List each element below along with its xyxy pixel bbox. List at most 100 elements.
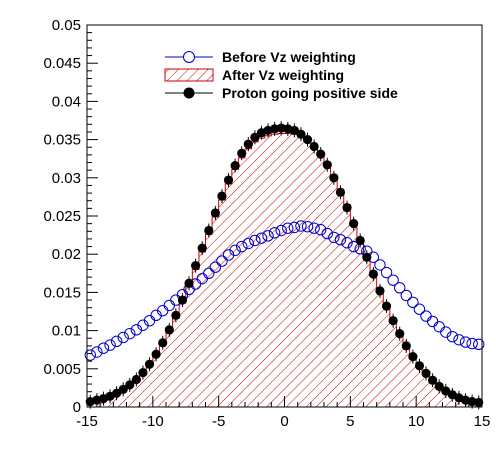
proton-point — [309, 141, 319, 152]
before-weighting-point — [407, 296, 419, 309]
proton-point — [184, 278, 194, 288]
proton-point — [223, 175, 234, 185]
x-tick-label: 5 — [346, 413, 354, 430]
legend-entry-proton: Proton going positive side — [165, 85, 398, 101]
proton-point — [302, 135, 313, 145]
axes: 0 0.005 0.01 0.015 0.02 0.025 0.03 0.035 0.04 0.0… — [43, 17, 490, 430]
proton-point — [237, 148, 247, 158]
before-weighting-point — [275, 224, 287, 237]
before-weighting-point — [104, 339, 116, 351]
y-tick-label: 0.045 — [43, 55, 81, 72]
legend-entry-after: After Vz weighting — [164, 67, 344, 83]
x-tick-label: -15 — [76, 413, 98, 430]
proton-point — [381, 301, 392, 311]
proton-point — [349, 219, 359, 229]
before-weighting-point — [229, 244, 241, 257]
proton-point — [428, 375, 438, 385]
proton-point — [197, 243, 207, 253]
x-tick-label: -10 — [142, 413, 164, 430]
proton-point — [217, 191, 227, 201]
before-weighting-point — [394, 282, 406, 294]
legend-before-marker — [183, 51, 195, 63]
before-weighting-point — [374, 259, 386, 271]
proton-point — [355, 235, 365, 246]
y-tick-label: 0.035 — [43, 132, 81, 149]
before-weighting-point — [295, 220, 307, 232]
proton-point — [210, 208, 220, 218]
legend-label-after: After Vz weighting — [222, 67, 344, 83]
before-weighting-point — [453, 334, 465, 346]
proton-point — [250, 132, 260, 142]
before-weighting-point — [341, 237, 353, 249]
y-tick-label: 0.025 — [43, 208, 81, 225]
x-tick-label: -5 — [212, 413, 225, 430]
before-weighting-point — [413, 303, 426, 315]
before-weighting-point — [334, 233, 347, 246]
before-weighting-point — [110, 335, 123, 347]
legend-label-proton: Proton going positive side — [222, 85, 398, 101]
y-tick-label: 0.05 — [52, 17, 81, 34]
before-weighting-point — [380, 266, 393, 279]
before-weighting-point — [328, 231, 340, 244]
before-weighting-point — [124, 327, 136, 340]
legend: Before Vz weighting After Vz weighting P… — [164, 49, 398, 101]
before-weighting-point — [473, 338, 485, 351]
proton-point — [434, 381, 444, 391]
before-weighting-point — [301, 220, 314, 233]
y-tick-label: 0.015 — [43, 284, 81, 301]
before-weighting-point — [97, 342, 110, 354]
proton-point — [368, 269, 378, 279]
proton-point — [177, 295, 188, 305]
before-weighting-point — [84, 349, 96, 361]
x-tick-label: 10 — [408, 413, 425, 430]
before-weighting-point — [255, 232, 268, 244]
x-tick-label: 15 — [474, 413, 491, 430]
x-tick-label: 0 — [280, 413, 288, 430]
before-weighting-point — [466, 337, 478, 350]
proton-point — [362, 252, 372, 262]
proton-point — [125, 380, 135, 390]
y-tick-label: 0 — [73, 399, 81, 416]
proton-point — [230, 160, 240, 171]
before-weighting-point — [242, 237, 254, 250]
before-weighting-point — [262, 230, 274, 242]
proton-point — [151, 349, 161, 359]
y-tick-label: 0.03 — [52, 170, 81, 187]
proton-point — [164, 325, 174, 335]
y-tick-label: 0.02 — [52, 246, 81, 263]
proton-point — [329, 173, 339, 183]
proton-point — [408, 351, 418, 362]
before-weighting-point — [315, 224, 327, 236]
before-weighting-point — [236, 240, 248, 253]
before-weighting-point — [249, 234, 261, 247]
proton-point — [158, 338, 168, 348]
proton-point — [421, 368, 431, 378]
before-weighting-point — [387, 274, 399, 286]
proton-point — [191, 261, 201, 271]
before-weighting-point — [282, 222, 294, 234]
proton-point — [342, 202, 352, 213]
proton-point — [243, 139, 253, 149]
legend-after-swatch — [164, 68, 214, 82]
proton-point — [204, 225, 214, 236]
proton-point — [144, 359, 155, 369]
before-weighting-point — [268, 227, 281, 239]
before-weighting-point — [203, 267, 215, 279]
proton-point — [171, 310, 181, 320]
proton-point — [395, 329, 405, 339]
proton-point — [118, 384, 128, 395]
proton-point — [388, 316, 398, 326]
before-weighting-point — [288, 221, 301, 234]
before-weighting-point — [400, 289, 412, 302]
before-weighting-point — [91, 346, 103, 358]
proton-point — [474, 397, 484, 408]
proton-point — [414, 361, 425, 371]
y-tick-label: 0.01 — [52, 323, 81, 340]
proton-point — [138, 368, 148, 378]
legend-label-before: Before Vz weighting — [222, 49, 356, 65]
before-weighting-point — [216, 255, 228, 267]
proton-point — [316, 149, 326, 159]
proton-point — [131, 374, 141, 385]
proton-point — [322, 160, 332, 170]
